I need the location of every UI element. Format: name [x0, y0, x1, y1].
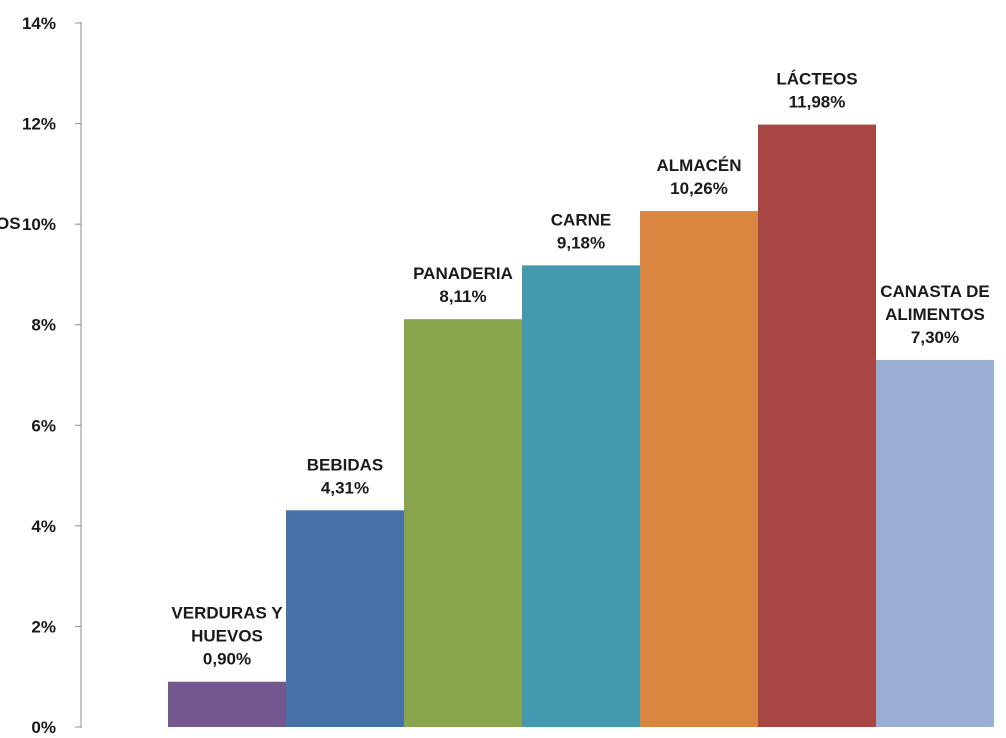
bar: [876, 359, 994, 727]
y-tick-label: 4%: [31, 517, 56, 536]
y-tick-label: 0%: [31, 718, 56, 737]
data-label-value: 4,31%: [321, 478, 369, 497]
data-label-category: VERDURAS Y: [171, 604, 283, 623]
data-label-category: PANADERIA: [413, 264, 513, 283]
y-tick-label: 12%: [22, 115, 56, 134]
y-axis-label-fragment: OS: [0, 214, 21, 233]
data-label-category: CANASTA DE: [880, 282, 990, 301]
y-tick-label: 2%: [31, 617, 56, 636]
data-label-value: 0,90%: [203, 650, 251, 669]
data-labels: VERDURAS Y HUEVOS 0,90% BEBIDAS 4,31% PANADER…: [171, 70, 989, 669]
bars: [168, 124, 994, 727]
data-label-category: BEBIDAS: [307, 455, 384, 474]
y-tick-label: 6%: [31, 416, 56, 435]
y-axis-ticks: 0% 2% 4% 6% 8% 10% 12% 14%: [22, 14, 81, 737]
bar: [168, 681, 286, 727]
y-tick-label: 10%: [22, 215, 56, 234]
bar: [640, 211, 758, 727]
data-label-category: LÁCTEOS: [776, 70, 857, 89]
data-label-value: 10,26%: [670, 179, 728, 198]
y-tick-label: 8%: [31, 316, 56, 335]
data-label-category: ALMACÉN: [657, 156, 742, 175]
data-label-category: CARNE: [551, 210, 611, 229]
data-label-value: 7,30%: [911, 328, 959, 347]
bar: [758, 124, 876, 727]
bar: [404, 319, 522, 727]
bar: [286, 510, 404, 727]
data-label-value: 9,18%: [557, 233, 605, 252]
data-label-value: 11,98%: [789, 93, 846, 112]
data-label-category: ALIMENTOS: [885, 305, 985, 324]
bar: [522, 265, 640, 727]
data-label-category: HUEVOS: [191, 627, 263, 646]
data-label-value: 8,11%: [439, 287, 486, 306]
y-tick-label: 14%: [22, 14, 56, 33]
